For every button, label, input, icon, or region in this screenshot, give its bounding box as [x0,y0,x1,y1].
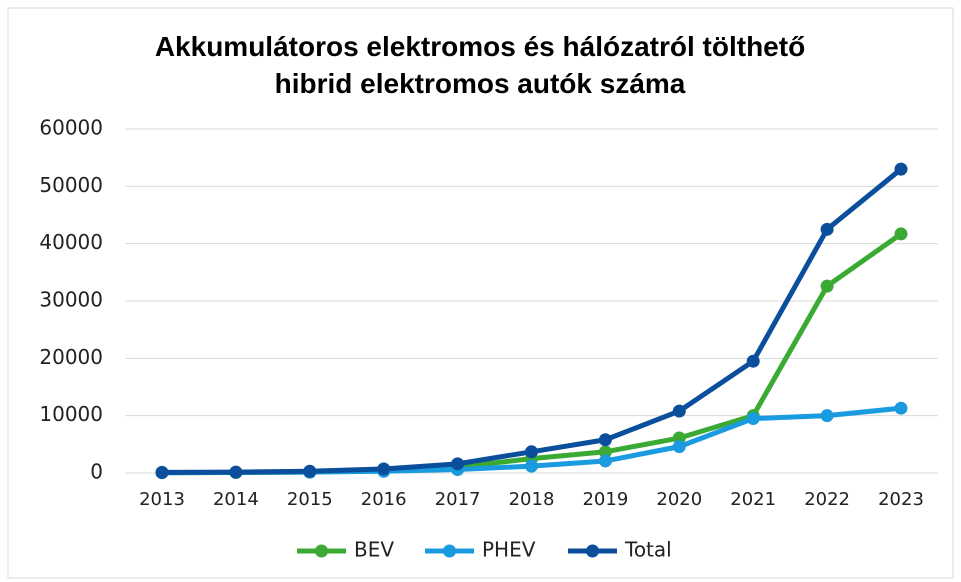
y-tick-label: 20000 [39,345,103,369]
chart-border [7,7,954,579]
data-point [598,454,612,468]
legend-label: PHEV [482,538,536,562]
data-point [894,227,908,241]
x-tick-label: 2015 [287,489,333,510]
legend-marker [443,544,456,558]
y-tick-label: 30000 [39,288,103,312]
data-point [229,465,243,479]
y-tick-label: 0 [90,460,103,484]
data-point [894,401,908,415]
data-point [525,459,538,473]
series-line [161,231,903,476]
y-tick-label: 40000 [39,230,103,254]
data-point [377,462,391,476]
legend-marker [586,544,599,558]
data-point [303,464,317,478]
data-point [746,412,760,426]
x-tick-label: 2018 [509,489,555,510]
data-point [451,457,465,471]
x-tick-label: 2014 [213,489,259,510]
data-point [672,440,686,454]
y-tick-label: 50000 [39,173,103,197]
legend-marker [315,544,328,558]
series-line [161,167,903,475]
y-tick-label: 60000 [39,116,103,140]
data-point [598,445,612,459]
x-tick-label: 2023 [878,489,924,510]
data-point [155,465,169,479]
legend-label: BEV [354,538,394,562]
x-tick-label: 2019 [582,489,628,510]
data-point [820,279,834,293]
y-tick-label: 10000 [39,402,103,426]
data-point [746,354,760,368]
chart-title: Akkumulátoros elektromos és hálózatról t… [154,31,806,99]
x-tick-label: 2021 [730,489,776,510]
data-point [598,433,612,447]
data-point [525,445,538,459]
x-tick-label: 2022 [804,489,850,510]
data-point [894,162,908,176]
data-point [672,404,686,418]
data-point [820,409,834,423]
x-tick-label: 2017 [435,489,481,510]
legend-label: Total [624,538,672,562]
x-tick-label: 2020 [656,489,702,510]
data-point [820,222,834,236]
x-tick-label: 2016 [361,489,407,510]
x-tick-label: 2013 [139,489,185,510]
